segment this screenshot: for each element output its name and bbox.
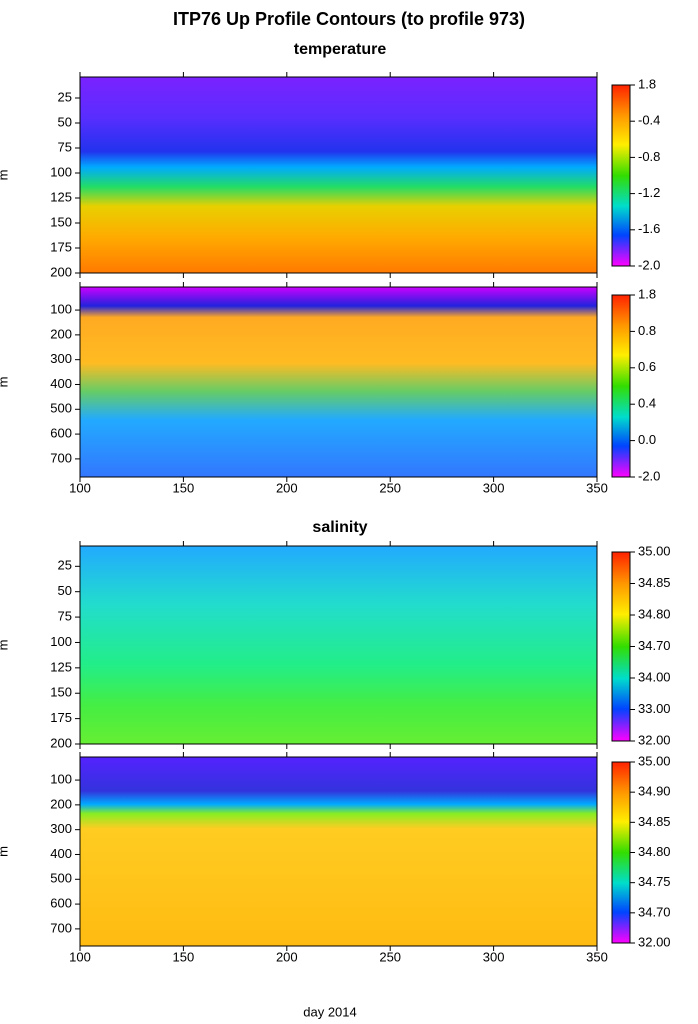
colorbar-tick-label: -0.4	[638, 113, 660, 128]
y-tick-label: 75	[58, 609, 72, 624]
colorbar-tick-label: 34.80	[638, 606, 671, 621]
y-tick-label: 25	[58, 558, 72, 573]
colorbar-tick-label: 0.0	[638, 432, 656, 447]
colorbar-tick-label: 34.70	[638, 638, 671, 653]
y-tick-label: 50	[58, 583, 72, 598]
plot-frame	[79, 545, 598, 745]
colorbar	[611, 84, 631, 267]
y-tick-label: 75	[58, 139, 72, 154]
y-tick-label: 400	[50, 376, 72, 391]
x-tick-label: 250	[379, 480, 401, 495]
chart-title: ITP76 Up Profile Contours (to profile 97…	[173, 9, 525, 29]
colorbar-tick-label: -1.2	[638, 185, 660, 200]
colorbar-tick-label: 32.00	[638, 732, 671, 747]
y-tick-label: 50	[58, 114, 72, 129]
colorbar-tick-label: -2.0	[638, 257, 660, 272]
colorbar-tick-label: -1.6	[638, 221, 660, 236]
x-tick-label: 100	[69, 480, 91, 495]
y-axis-label: m	[0, 377, 10, 388]
y-tick-label: 200	[50, 735, 72, 750]
y-tick-label: 100	[50, 302, 72, 317]
colorbar-tick-label: 35.00	[638, 543, 671, 558]
y-axis-label: m	[0, 170, 10, 181]
colorbar-tick-label: 0.8	[638, 323, 656, 338]
x-tick-label: 250	[379, 949, 401, 964]
y-tick-label: 700	[50, 920, 72, 935]
x-tick-label: 150	[173, 480, 195, 495]
y-tick-label: 175	[50, 710, 72, 725]
y-tick-label: 100	[50, 634, 72, 649]
colorbar-tick-label: 34.70	[638, 904, 671, 919]
plot-frame	[79, 286, 598, 478]
y-axis-label: m	[0, 640, 10, 651]
x-tick-label: 200	[276, 480, 298, 495]
colorbar-tick-label: 34.85	[638, 575, 671, 590]
panel-subtitle: salinity	[312, 519, 367, 536]
y-tick-label: 100	[50, 772, 72, 787]
colorbar-tick-label: 34.00	[638, 669, 671, 684]
colorbar-tick-label: 1.8	[638, 76, 656, 91]
x-axis-label: day 2014	[303, 1004, 357, 1019]
colorbar-tick-label: 0.4	[638, 396, 656, 411]
colorbar-tick-label: 1.8	[638, 286, 656, 301]
y-tick-label: 700	[50, 450, 72, 465]
y-tick-label: 125	[50, 189, 72, 204]
contour-field	[80, 77, 597, 273]
colorbar	[611, 761, 631, 944]
x-tick-label: 200	[276, 949, 298, 964]
y-tick-label: 200	[50, 796, 72, 811]
y-tick-label: 300	[50, 821, 72, 836]
x-tick-label: 300	[483, 949, 505, 964]
y-tick-label: 300	[50, 351, 72, 366]
y-tick-label: 100	[50, 164, 72, 179]
contour-field	[80, 287, 597, 477]
colorbar-tick-label: 34.85	[638, 814, 671, 829]
colorbar	[611, 551, 631, 742]
x-tick-label: 350	[586, 949, 608, 964]
x-tick-label: 150	[173, 949, 195, 964]
y-tick-label: 400	[50, 846, 72, 861]
y-tick-label: 500	[50, 871, 72, 886]
colorbar-tick-label: -2.0	[638, 468, 660, 483]
y-tick-label: 25	[58, 89, 72, 104]
y-tick-label: 200	[50, 326, 72, 341]
y-tick-label: 600	[50, 896, 72, 911]
colorbar-tick-label: 34.80	[638, 844, 671, 859]
x-tick-label: 350	[586, 480, 608, 495]
y-tick-label: 150	[50, 685, 72, 700]
y-tick-label: 150	[50, 214, 72, 229]
colorbar-tick-label: 0.6	[638, 359, 656, 374]
y-tick-label: 500	[50, 401, 72, 416]
y-tick-label: 600	[50, 426, 72, 441]
colorbar-tick-label: 34.75	[638, 874, 671, 889]
y-axis-label: m	[0, 846, 10, 857]
x-tick-label: 100	[69, 949, 91, 964]
y-tick-label: 175	[50, 239, 72, 254]
x-tick-label: 300	[483, 480, 505, 495]
panel-subtitle: temperature	[294, 41, 387, 58]
y-tick-label: 200	[50, 264, 72, 279]
plot-frame	[79, 756, 598, 947]
contour-field	[80, 757, 597, 946]
colorbar-tick-label: 35.00	[638, 753, 671, 768]
contour-field	[80, 546, 597, 744]
plot-frame	[79, 76, 598, 274]
colorbar-tick-label: 33.00	[638, 701, 671, 716]
colorbar	[611, 294, 631, 478]
colorbar-tick-label: -0.8	[638, 149, 660, 164]
colorbar-tick-label: 32.00	[638, 934, 671, 949]
colorbar-tick-label: 34.90	[638, 784, 671, 799]
y-tick-label: 125	[50, 659, 72, 674]
